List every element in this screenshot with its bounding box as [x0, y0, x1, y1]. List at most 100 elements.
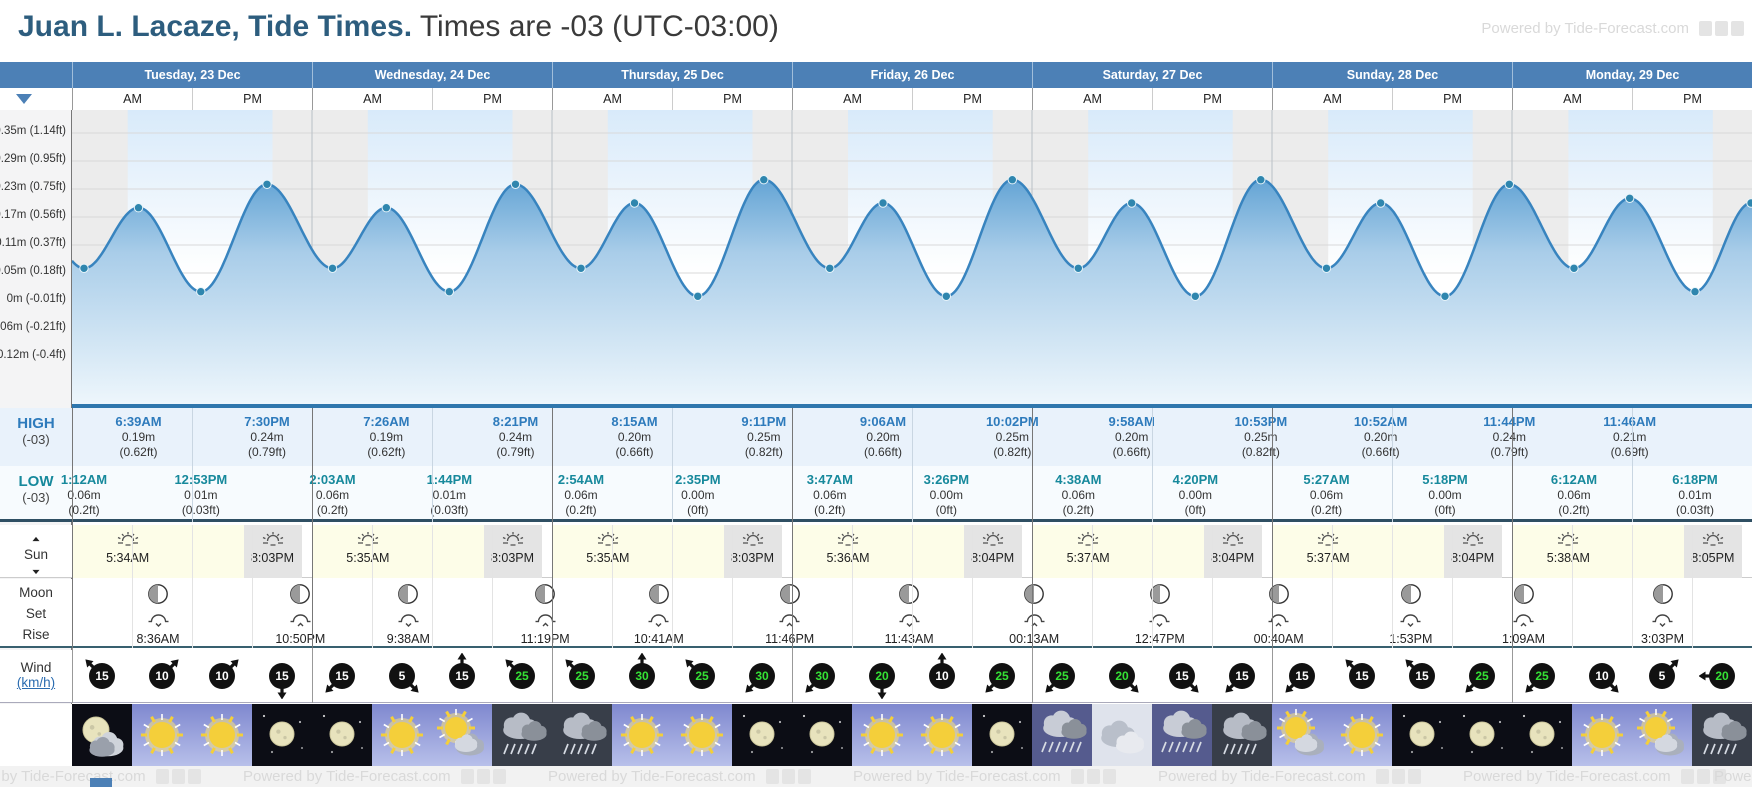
weather-cell: [1152, 704, 1212, 766]
am-label: AM: [792, 88, 912, 110]
tide-extreme-marker: [133, 203, 144, 213]
tide-extreme-marker: [381, 203, 391, 213]
high-tide-entry: 9:58AM 0.20m (0.66ft): [1087, 414, 1177, 460]
moon-phase-icon: [535, 584, 556, 604]
footer-watermark-icons: [1375, 769, 1421, 784]
low-tide-entry: 2:03AM 0.06m (0.2ft): [288, 472, 378, 518]
sun-sort-up-icon: [0, 529, 72, 547]
high-tide-values: 10:53PM 0.25m (0.82ft): [1216, 414, 1306, 460]
sunset-entry: 8:05PM: [1683, 531, 1743, 565]
high-tide-height-ft: (0.62ft): [119, 445, 158, 460]
wind-badge: 15: [269, 663, 295, 700]
sunrise-sun-glyph: [1558, 532, 1579, 546]
weather-icon-clear-night: [972, 704, 1032, 766]
wind-badge: 10: [1589, 663, 1619, 693]
sunset-time: 8:04PM: [1211, 551, 1255, 565]
tide-extreme-marker: [759, 175, 769, 185]
weather-icon-rain-night: [552, 704, 612, 766]
wind-direction-arrow-icon: [985, 683, 995, 693]
wind-badge: 10: [149, 659, 179, 689]
sunrise-sun-glyph: [117, 532, 138, 546]
low-tide-height-ft: (0.2ft): [565, 503, 597, 518]
social-icon: [1070, 769, 1084, 784]
moon-arc-wrap: [1490, 612, 1558, 632]
am-label: AM: [1032, 88, 1152, 110]
weather-icon-sunny: [372, 704, 432, 766]
wind-entry: 15: [1279, 653, 1325, 699]
sunrise-entry: 5:34AM: [98, 531, 158, 565]
sunrise-time: 5:34AM: [106, 551, 150, 565]
tide-extreme-marker: [1504, 179, 1515, 190]
weather-icon-rain-night: [1692, 704, 1752, 766]
low-tide-values: 2:35PM 0.00m (0ft): [653, 472, 743, 518]
footer-watermark-text: Powered by Tide-Forecast.com: [243, 768, 451, 785]
low-tide-height-m: 0.06m: [315, 488, 350, 503]
low-tide-height-m: 0.06m: [67, 488, 101, 503]
weather-icon-rain-night: [1212, 704, 1272, 766]
low-tide-time: 3:26PM: [923, 472, 970, 487]
wind-entry: 20: [1099, 653, 1145, 699]
high-tide-timezone: (-03): [22, 432, 50, 447]
high-tide-height-m: 0.21m: [1612, 430, 1647, 445]
wind-badge: 25: [1045, 663, 1075, 693]
low-tide-entry: 2:35PM 0.00m (0ft): [653, 472, 743, 518]
wind-direction-arrow-icon: [745, 683, 755, 693]
wind-direction-arrow-icon: [1225, 683, 1235, 693]
weather-cell: [312, 704, 372, 766]
low-tide-entry: 3:47AM 0.06m (0.2ft): [785, 472, 875, 518]
high-tide-time: 7:30PM: [244, 414, 290, 429]
high-tide-values: 9:06AM 0.20m (0.66ft): [838, 414, 928, 460]
wind-direction-arrow-icon: [1285, 683, 1295, 693]
sun-sort-down-icon: [0, 562, 72, 580]
footer-watermark-text: Powered by Tide-Forecast.com: [1158, 768, 1366, 785]
tide-extreme-marker: [327, 263, 338, 274]
wind-entry: 15: [1219, 653, 1265, 699]
am-label: AM: [72, 88, 192, 110]
social-icon: [1715, 21, 1728, 36]
low-tide-height-m: 0.00m: [681, 488, 715, 503]
wind-entry: 15: [319, 653, 365, 699]
wind-entry: 25: [1039, 653, 1085, 699]
moon-entry: 11:46PM: [756, 583, 824, 646]
sunrise-sun-glyph: [262, 532, 283, 546]
moon-set-time: 3:03PM: [1640, 632, 1685, 646]
sunrise-entry: 5:36AM: [818, 531, 878, 565]
moon-arc-wrap: [1126, 612, 1194, 632]
wind-direction-arrow-icon: [637, 652, 647, 664]
wind-speed-value: 25: [515, 669, 529, 683]
moon-phase-icon: [1149, 584, 1170, 604]
wind-unit-link[interactable]: (km/h): [16, 675, 56, 690]
low-tide-height-ft: (0ft): [1184, 503, 1206, 518]
sunset-time: 8:04PM: [971, 551, 1015, 565]
wind-badge: 25: [505, 659, 535, 689]
low-tide-height-m: 0.01m: [432, 488, 466, 503]
page-title: Juan L. Lacaze, Tide Times. Times are -0…: [18, 10, 779, 44]
moonrise-icon: [535, 614, 556, 627]
weather-cell: [1632, 704, 1692, 766]
day-header-1: Tuesday, 23 Dec: [72, 62, 312, 88]
high-tide-height-ft: (0.69ft): [1610, 445, 1649, 460]
high-tide-entry: 8:15AM 0.20m (0.66ft): [590, 414, 680, 460]
page-title-location: Juan L. Lacaze, Tide Times.: [18, 10, 413, 43]
sunrise-sun-glyph: [1077, 532, 1099, 546]
social-icon: [1731, 21, 1744, 36]
sunrise-sun-glyph: [742, 532, 763, 546]
moon-entry: 1:53PM: [1377, 583, 1445, 646]
high-tide-values: 11:46AM 0.21m (0.69ft): [1585, 414, 1675, 460]
low-tide-height-ft: (0ft): [935, 503, 957, 518]
weather-icon-sunny: [192, 704, 252, 766]
wind-speed-value: 25: [1535, 669, 1549, 683]
low-tide-height-m: 0.06m: [1309, 488, 1344, 503]
moon-arc-wrap: [266, 612, 334, 632]
weather-cell: [552, 704, 612, 766]
sun-row: Sun 5:34AM 8:03PM 5:35AM 8:03PM 5:35AM 8…: [0, 525, 1752, 578]
wind-speed-value: 15: [335, 669, 349, 683]
low-tide-entry: 4:38AM 0.06m (0.2ft): [1033, 472, 1123, 518]
moon-arc-wrap: [1629, 612, 1697, 632]
weather-cell: [1092, 704, 1152, 766]
low-tide-values: 6:12AM 0.06m (0.2ft): [1529, 472, 1619, 518]
weather-icon-sun-clouds: [1632, 704, 1692, 766]
tide-extreme-marker: [1746, 198, 1752, 208]
tide-extreme-marker: [196, 287, 206, 297]
weather-cell: [432, 704, 492, 766]
